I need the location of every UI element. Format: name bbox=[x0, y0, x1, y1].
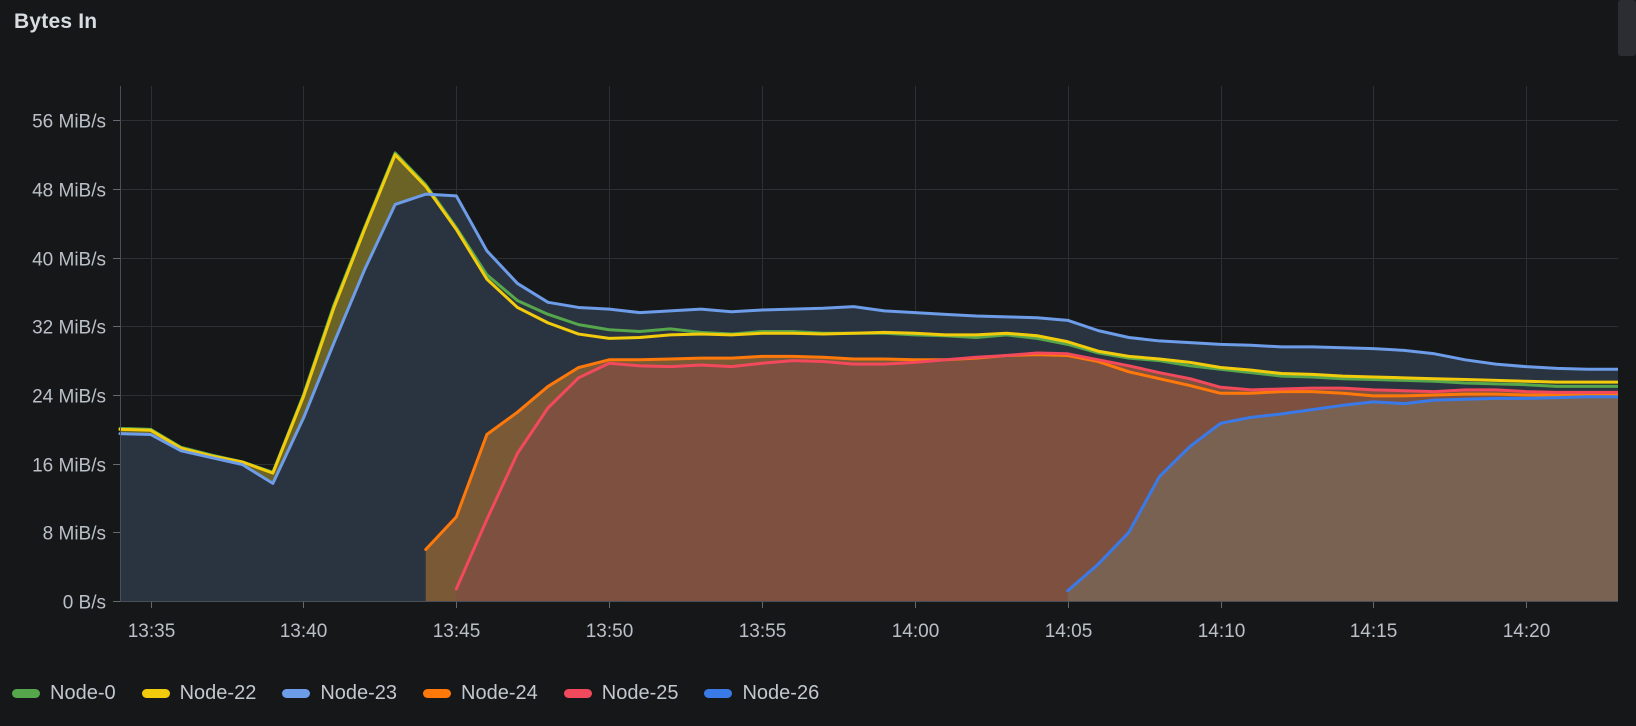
legend-item-label: Node-22 bbox=[179, 682, 257, 704]
svg-text:14:05: 14:05 bbox=[1045, 621, 1093, 642]
legend-color-swatch bbox=[12, 689, 40, 698]
svg-text:40 MiB/s: 40 MiB/s bbox=[32, 250, 106, 271]
x-axis-tick-labels: 13:35 13:40 13:45 13:50 13:55 14:00 14:05 14:10… bbox=[128, 621, 1551, 642]
legend-item-label: Node-0 bbox=[50, 682, 116, 704]
legend-color-swatch bbox=[141, 689, 170, 698]
chart-legend[interactable]: Node-0 Node-22 Node-23 Node-24 Node-25 Node-2… bbox=[12, 682, 845, 705]
svg-text:8 MiB/s: 8 MiB/s bbox=[43, 524, 106, 545]
svg-text:13:50: 13:50 bbox=[586, 621, 634, 642]
svg-text:13:40: 13:40 bbox=[280, 621, 328, 642]
legend-item-node-26[interactable]: Node-26 bbox=[704, 682, 819, 705]
legend-item-node-23[interactable]: Node-23 bbox=[282, 682, 397, 705]
svg-text:13:35: 13:35 bbox=[128, 621, 176, 642]
svg-text:14:00: 14:00 bbox=[892, 621, 940, 642]
svg-text:0 B/s: 0 B/s bbox=[63, 593, 106, 614]
svg-text:14:10: 14:10 bbox=[1198, 621, 1246, 642]
svg-text:13:55: 13:55 bbox=[739, 621, 787, 642]
series-areas bbox=[120, 152, 1618, 602]
legend-color-swatch bbox=[563, 689, 592, 698]
svg-text:56 MiB/s: 56 MiB/s bbox=[32, 112, 106, 133]
legend-item-node-24[interactable]: Node-24 bbox=[423, 682, 538, 705]
legend-color-swatch bbox=[282, 689, 311, 698]
legend-item-node-0[interactable]: Node-0 bbox=[12, 682, 116, 705]
legend-item-label: Node-24 bbox=[461, 682, 538, 704]
scrollbar-thumb[interactable] bbox=[1618, 0, 1636, 56]
vertical-scrollbar[interactable] bbox=[1618, 0, 1636, 726]
svg-text:13:45: 13:45 bbox=[433, 621, 481, 642]
legend-color-swatch bbox=[423, 689, 452, 698]
svg-text:48 MiB/s: 48 MiB/s bbox=[32, 181, 106, 202]
series-lines bbox=[118, 151, 1618, 593]
y-axis-tick-labels: 0 B/s 8 MiB/s 16 MiB/s 24 MiB/s 32 MiB/s 40 M… bbox=[32, 112, 106, 614]
svg-text:14:15: 14:15 bbox=[1350, 621, 1398, 642]
axis-lines bbox=[113, 86, 1618, 608]
svg-text:24 MiB/s: 24 MiB/s bbox=[32, 387, 106, 408]
legend-item-label: Node-26 bbox=[742, 682, 820, 704]
legend-item-node-22[interactable]: Node-22 bbox=[141, 682, 257, 705]
legend-item-node-25[interactable]: Node-25 bbox=[563, 682, 679, 705]
svg-text:32 MiB/s: 32 MiB/s bbox=[32, 318, 106, 339]
svg-text:16 MiB/s: 16 MiB/s bbox=[32, 456, 106, 477]
svg-text:14:20: 14:20 bbox=[1503, 621, 1551, 642]
page-title: Bytes In bbox=[14, 10, 98, 33]
legend-item-label: Node-23 bbox=[320, 682, 398, 704]
legend-item-label: Node-25 bbox=[601, 682, 679, 704]
legend-color-swatch bbox=[704, 689, 733, 698]
